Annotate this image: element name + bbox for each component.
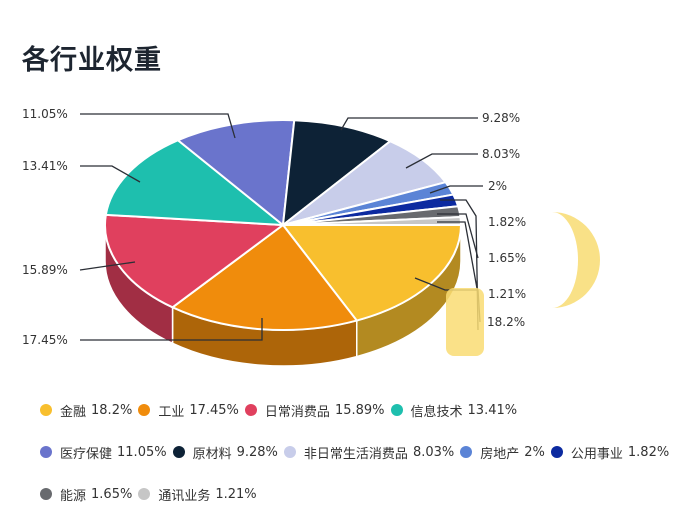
legend-dot-icon — [390, 404, 403, 416]
slice-label: 8.03% — [482, 147, 520, 161]
pie-slice-医疗保健[interactable] — [176, 119, 296, 227]
pie-slice-日常消费品[interactable] — [104, 213, 286, 309]
legend-value: 1.82% — [627, 444, 670, 460]
legend-label: 房地产 — [480, 446, 520, 462]
leader-line — [80, 318, 263, 341]
legend-item[interactable]: 原材料 9.28% — [172, 443, 278, 462]
leader-line — [79, 261, 136, 271]
legend-dot-icon — [40, 404, 52, 416]
legend-value: 18.2% — [91, 402, 133, 418]
slice-label: 18.2% — [487, 315, 525, 329]
pie-slice-通讯业务[interactable] — [282, 215, 463, 226]
pie-slice-信息技术[interactable] — [104, 139, 287, 227]
legend-dot-icon — [138, 488, 151, 500]
legend-value: 1.21% — [215, 486, 257, 502]
legend-value: 11.05% — [117, 444, 167, 460]
leader-line — [405, 153, 478, 169]
pie-slice-原材料[interactable] — [281, 119, 393, 228]
slice-label: 17.45% — [22, 333, 68, 347]
legend-label: 信息技术 — [410, 404, 463, 420]
legend-dot-icon — [138, 404, 151, 416]
legend-item[interactable]: 信息技术 13.41% — [390, 401, 518, 420]
legend-dot-icon — [40, 446, 52, 458]
leader-line — [80, 165, 141, 183]
slice-label: 13.41% — [22, 159, 68, 173]
highlight-mark — [446, 288, 484, 356]
leader-line — [440, 199, 479, 331]
legend-row: 能源 1.65% 通讯业务 1.21% — [40, 484, 700, 504]
legend-value: 8.03% — [412, 444, 455, 460]
legend-item[interactable]: 工业 17.45% — [138, 401, 239, 420]
legend-item[interactable]: 非日常生活消费品 8.03% — [283, 443, 455, 462]
slice-label: 1.21% — [488, 287, 526, 301]
legend-label: 能源 — [60, 488, 87, 504]
legend-row: 金融 18.2% 工业 17.45% 日常消费品 15.89% 信息技术 13.41% — [40, 400, 700, 420]
legend-dot-icon — [460, 446, 473, 458]
leader-line — [340, 117, 478, 131]
pie-chart: 18.2% 17.45% 15.89% 13.41% 11.05% 9.28% 8.03% 2… — [22, 107, 526, 367]
legend-label: 公用事业 — [570, 446, 623, 462]
legend-row: 医疗保健 11.05% 原材料 9.28% 非日常生活消费品 8.03% 房地产 2%… — [40, 442, 700, 462]
leader-line — [429, 185, 483, 194]
legend-value: 1.65% — [91, 486, 133, 502]
leader-line — [80, 113, 236, 139]
slice-label: 15.89% — [22, 263, 68, 277]
legend-label: 原材料 — [192, 446, 232, 462]
legend-value: 17.45% — [189, 402, 239, 418]
legend-label: 医疗保健 — [60, 446, 113, 462]
slice-label: 1.65% — [488, 251, 526, 265]
legend-dot-icon — [172, 446, 185, 458]
legend-item[interactable]: 金融 18.2% — [40, 401, 132, 420]
legend-dot-icon — [40, 488, 52, 500]
legend-label: 工业 — [158, 404, 185, 420]
legend-label: 通讯业务 — [158, 488, 211, 504]
legend-item[interactable]: 通讯业务 1.21% — [138, 485, 257, 504]
leader-line — [437, 213, 479, 259]
slice-label: 1.82% — [488, 215, 526, 229]
legend-label: 金融 — [60, 404, 87, 420]
slice-label: 11.05% — [22, 107, 68, 121]
legend-item[interactable]: 能源 1.65% — [40, 485, 132, 504]
legend-item[interactable]: 日常消费品 15.89% — [244, 401, 385, 420]
legend-label: 非日常生活消费品 — [303, 446, 408, 462]
chart-title: 各行业权重 — [22, 45, 162, 76]
slice-label: 2% — [488, 179, 507, 193]
legend-label: 日常消费品 — [264, 404, 330, 420]
slice-label: 9.28% — [482, 111, 520, 125]
legend-value: 9.28% — [236, 444, 278, 460]
legend-dot-icon — [283, 446, 296, 458]
legend-value: 2% — [524, 444, 545, 460]
legend-item[interactable]: 医疗保健 11.05% — [40, 443, 167, 462]
legend-dot-icon — [550, 446, 563, 458]
chart-legend: 金融 18.2% 工业 17.45% 日常消费品 15.89% 信息技术 13.41%… — [40, 400, 700, 526]
pie-slice-金融[interactable] — [280, 224, 463, 322]
legend-value: 13.41% — [467, 402, 518, 418]
leader-line — [437, 221, 479, 295]
legend-dot-icon — [244, 404, 257, 416]
legend-item[interactable]: 房地产 2% — [460, 443, 545, 462]
legend-item[interactable]: 公用事业 1.82% — [550, 443, 670, 462]
legend-value: 15.89% — [334, 402, 385, 418]
